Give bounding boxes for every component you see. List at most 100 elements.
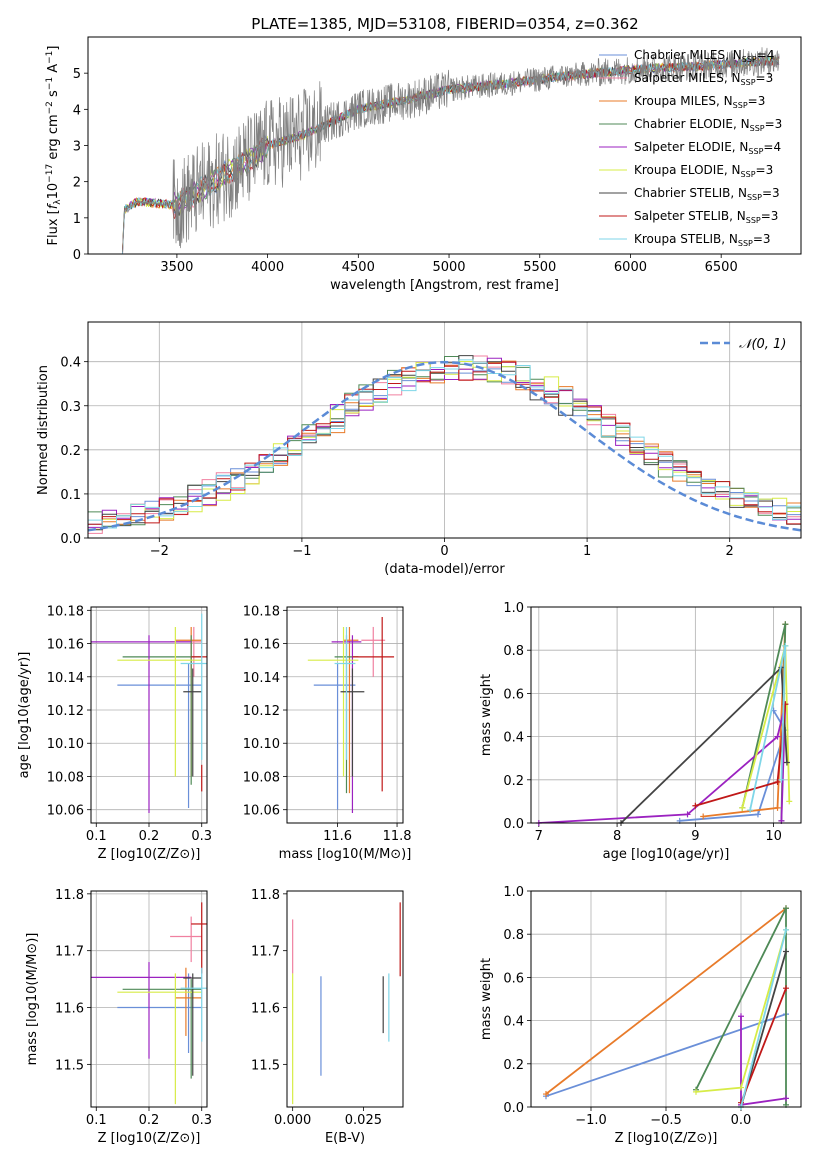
x-tick-label: 2 [726, 544, 734, 559]
y-tick-label: 4 [73, 103, 81, 118]
x-tick-label: 9 [691, 829, 699, 844]
y-tick-label: 11.8 [251, 888, 280, 903]
x-axis-label: Z [log10(Z/Z⊙)] [615, 1131, 718, 1146]
legend-entry: Kroupa ELODIE, NSSP=3 [634, 163, 773, 179]
x-axis-label: E(B-V) [325, 1131, 365, 1146]
weight-marker [738, 1013, 744, 1020]
y-tick-label: 10.10 [243, 737, 280, 752]
x-axis-label: age [log10(age/yr)] [603, 847, 730, 862]
y-axis-label: mass weight [479, 674, 494, 756]
y-tick-label: 0.0 [503, 1101, 524, 1116]
y-tick-label: 10.16 [47, 638, 84, 653]
y-axis-label: Flux [fλ10−17 erg cm−2 s−1 A−1] [45, 46, 63, 246]
y-axis-label: Normed distribution [36, 365, 51, 495]
legend-entry: Salpeter ELODIE, NSSP=4 [634, 140, 781, 156]
weight-marker [684, 811, 691, 818]
weight-line [679, 710, 787, 822]
x-tick-label: 7 [535, 829, 543, 844]
y-tick-label: 10.18 [243, 604, 280, 619]
x-axis-label: Z [log10(Z/Z⊙)] [98, 1131, 201, 1146]
y-tick-label: 0.8 [503, 644, 524, 659]
x-tick-label: 0.1 [86, 1113, 107, 1128]
x-tick-label: −1 [292, 544, 311, 559]
weight-marker [783, 926, 789, 933]
histogram-step [88, 357, 801, 528]
y-tick-label: 0.0 [503, 817, 524, 832]
x-tick-label: 5000 [432, 260, 465, 275]
weight-marker [778, 776, 785, 783]
axes-frame [87, 321, 802, 539]
y-tick-label: 0.4 [503, 731, 524, 746]
x-axis-label: mass [log10(M/M⊙)] [279, 847, 412, 862]
axes-frame [90, 890, 208, 1108]
x-tick-label: 0.0 [731, 1113, 752, 1128]
x-tick-label: 0.000 [274, 1113, 311, 1128]
y-tick-label: 11.6 [251, 1002, 280, 1017]
z-mass-panel: 0.1 0.2 0.3 11.5 11.6 11.7 11.8 Z [log10(Z/Z⊙)]… [25, 888, 212, 1146]
normal-curve [88, 360, 801, 532]
x-tick-label: −0.5 [650, 1113, 682, 1128]
weight-line [740, 987, 787, 1104]
legend-entry: Kroupa MILES, NSSP=3 [634, 94, 765, 110]
weight-marker [747, 807, 754, 814]
y-tick-label: 10.16 [243, 638, 280, 653]
weight-marker [774, 778, 781, 785]
y-tick-label: 0.2 [60, 444, 81, 459]
x-tick-label: 6500 [705, 260, 738, 275]
x-tick-label: 0.025 [345, 1113, 382, 1128]
axes-frame [90, 606, 208, 824]
residuals-panel: −2 −1 0 1 2 0.0 0.1 0.2 0.3 0.4 (data-model)/error… [36, 321, 802, 577]
y-tick-label: 5 [73, 67, 81, 82]
y-tick-label: 10.06 [243, 804, 280, 819]
z-weight-panel: −1.0 −0.5 0.0 0.0 0.2 0.4 0.6 0.8 1.0 Z [log10(Z/… [479, 885, 802, 1146]
x-tick-label: −1.0 [575, 1113, 607, 1128]
y-tick-label: 0.2 [503, 774, 524, 789]
x-tick-label: 1 [583, 544, 591, 559]
legend-entry: Chabrier MILES, NSSP=4 [634, 48, 774, 64]
y-tick-label: 10.18 [47, 604, 84, 619]
age-weight-panel: 7 8 9 10 0.0 0.2 0.4 0.6 0.8 1.0 age [log10(age/yr… [479, 601, 802, 862]
weight-line [740, 929, 787, 1107]
y-tick-label: 0.4 [60, 356, 81, 371]
weight-marker [543, 1091, 549, 1098]
weight-marker [783, 905, 789, 912]
x-tick-label: 4500 [342, 260, 375, 275]
y-tick-label: 2 [73, 176, 81, 191]
weight-marker [786, 798, 793, 805]
weight-marker [783, 948, 789, 955]
x-tick-label: 5500 [523, 260, 556, 275]
weight-marker [774, 733, 781, 740]
x-tick-label: 4000 [251, 260, 284, 275]
legend-entry: Salpeter STELIB, NSSP=3 [634, 209, 778, 225]
x-tick-label: 10 [765, 829, 782, 844]
x-tick-label: 3500 [160, 260, 193, 275]
x-tick-label: 11.6 [323, 829, 352, 844]
x-tick-label: 0.2 [139, 1113, 160, 1128]
y-axis-label: age [log10(age/yr)] [17, 652, 32, 779]
y-tick-label: 10.08 [47, 770, 84, 785]
y-tick-label: 10.08 [243, 770, 280, 785]
y-tick-label: 11.7 [251, 945, 280, 960]
figure-title: PLATE=1385, MJD=53108, FIBERID=0354, z=0… [251, 15, 638, 33]
weight-line [703, 624, 787, 818]
axes-frame [530, 606, 802, 824]
ebv-mass-panel: 0.000 0.025 11.5 11.6 11.7 11.8 E(B-V) [251, 888, 404, 1146]
legend-entry: 𝒩(0, 1) [739, 337, 786, 352]
weight-marker [692, 802, 699, 809]
y-axis-label: mass weight [479, 958, 494, 1040]
weight-line [545, 1013, 787, 1098]
x-tick-label: 6000 [614, 260, 647, 275]
x-tick-label: 0.1 [86, 829, 107, 844]
x-axis-label: wavelength [Angstrom, rest frame] [330, 278, 559, 293]
y-tick-label: 10.14 [47, 671, 84, 686]
x-axis-label: Z [log10(Z/Z⊙)] [98, 847, 201, 862]
axes-frame [286, 890, 404, 1108]
axes-frame [286, 606, 404, 824]
weight-marker [700, 813, 707, 820]
axes-frame [87, 36, 802, 255]
y-tick-label: 11.6 [55, 1002, 84, 1017]
legend-entry: Salpeter MILES, NSSP=3 [634, 71, 773, 87]
y-tick-label: 3 [73, 140, 81, 155]
y-tick-label: 10.12 [47, 704, 84, 719]
